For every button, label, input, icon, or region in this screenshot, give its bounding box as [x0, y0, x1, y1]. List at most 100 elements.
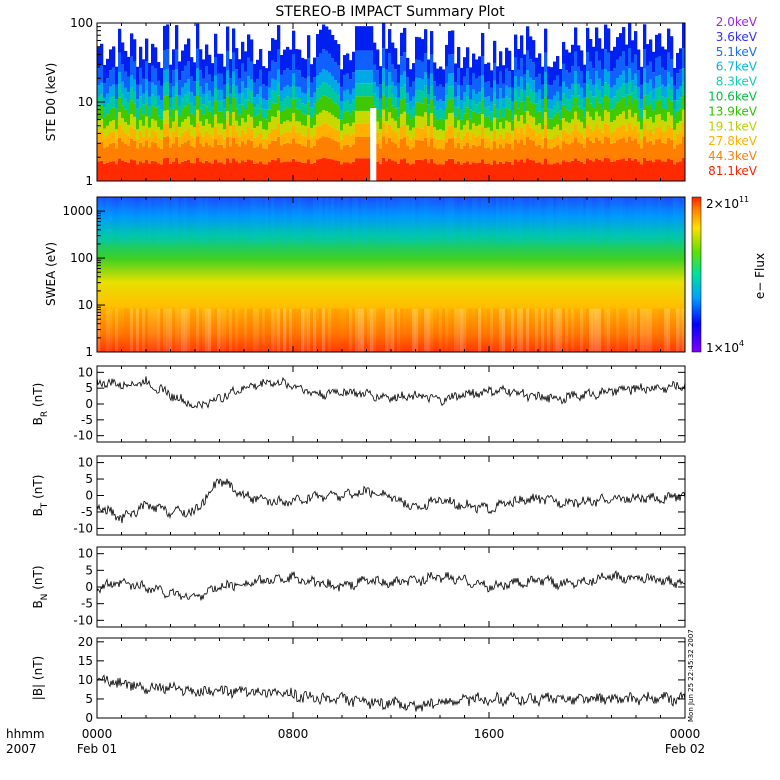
- ste-spectrogram-cell: [325, 83, 329, 97]
- swea-spectrogram-cell: [244, 197, 248, 244]
- ste-spectrogram-cell: [475, 59, 479, 79]
- swea-spectrogram-cell: [187, 308, 191, 352]
- ste-spectrogram-cell: [445, 119, 449, 131]
- ste-spectrogram-cell: [208, 134, 212, 146]
- ste-spectrogram-cell: [409, 69, 413, 87]
- ste-spectrogram-cell: [265, 68, 269, 86]
- ste-spectrogram-cell: [499, 122, 503, 134]
- ste-spectrogram-cell: [142, 136, 146, 147]
- ste-spectrogram-cell: [154, 161, 158, 181]
- swea-spectrogram-cell: [622, 197, 626, 244]
- ste-spectrogram-cell: [580, 50, 584, 72]
- ste-spectrogram-cell: [226, 137, 230, 159]
- ste-spectrogram-cell: [529, 159, 533, 181]
- ste-spectrogram-cell: [133, 103, 137, 117]
- ste-spectrogram-cell: [595, 137, 599, 159]
- ste-spectrogram-cell: [376, 132, 380, 144]
- ste-spectrogram-cell: [460, 139, 464, 149]
- ste-spectrogram-cell: [271, 116, 275, 129]
- ste-spectrogram-cell: [241, 41, 245, 64]
- bn-trace: [96, 570, 686, 601]
- ste-spectrogram-cell: [622, 111, 626, 125]
- ste-spectrogram-cell: [136, 108, 140, 119]
- ste-spectrogram-cell: [361, 110, 365, 124]
- br-tick-label: 0: [85, 397, 93, 411]
- ste-spectrogram-cell: [472, 53, 476, 74]
- ste-spectrogram-cell: [370, 96, 374, 111]
- ste-spectrogram-cell: [517, 143, 521, 162]
- swea-spectrogram-cell: [127, 197, 131, 244]
- ste-spectrogram-cell: [241, 93, 245, 105]
- ste-spectrogram-cell: [487, 163, 491, 181]
- swea-spectrogram-cell: [301, 308, 305, 352]
- ste-spectrogram-cell: [613, 84, 617, 97]
- ste-spectrogram-cell: [592, 120, 596, 132]
- swea-spectrogram-cell: [634, 197, 638, 244]
- ste-spectrogram-cell: [148, 163, 152, 181]
- ste-spectrogram-cell: [304, 125, 308, 137]
- swea-spectrogram-cell: [478, 197, 482, 244]
- ste-spectrogram-cell: [649, 79, 653, 92]
- ste-spectrogram-cell: [511, 149, 515, 165]
- swea-spectrogram-cell: [121, 197, 125, 244]
- ste-spectrogram-cell: [412, 106, 416, 117]
- bn-tick-label: 10: [78, 547, 93, 561]
- bmag-tick-label: 20: [78, 635, 93, 649]
- ste-spectrogram-cell: [433, 137, 437, 148]
- ste-spectrogram-cell: [169, 138, 173, 148]
- ste-spectrogram-cell: [109, 143, 113, 162]
- ste-spectrogram-cell: [421, 103, 425, 117]
- swea-spectrogram-cell: [502, 197, 506, 244]
- ste-spectrogram-cell: [457, 131, 461, 143]
- ste-spectrogram-cell: [508, 87, 512, 99]
- ste-legend: 2.0keV3.6keV5.1keV6.7keV8.3keV10.6keV13.…: [708, 15, 758, 178]
- ste-spectrogram-cell: [673, 148, 677, 165]
- swea-spectrogram-cell: [664, 197, 668, 244]
- ste-spectrogram-cell: [634, 125, 638, 139]
- ste-spectrogram-cell: [295, 132, 299, 144]
- ste-spectrogram-cell: [163, 25, 167, 51]
- ste-spectrogram-cell: [154, 131, 158, 143]
- ste-spectrogram-cell: [268, 144, 272, 162]
- ste-spectrogram-cell: [562, 93, 566, 105]
- ste-spectrogram-cell: [610, 71, 614, 88]
- ste-spectrogram-cell: [460, 129, 464, 140]
- ste-spectrogram-cell: [151, 43, 155, 66]
- swea-spectrogram-cell: [106, 308, 110, 352]
- ste-spectrogram-cell: [202, 136, 206, 147]
- swea-spectrogram-cell: [538, 308, 542, 352]
- ste-spectrogram-cell: [376, 97, 380, 110]
- ste-spectrogram-cell: [367, 110, 371, 124]
- swea-spectrogram-cell: [208, 197, 212, 244]
- ste-spectrogram-cell: [412, 163, 416, 181]
- ste-spectrogram-cell: [208, 162, 212, 181]
- ste-spectrogram-cell: [205, 94, 209, 107]
- ste-spectrogram-cell: [562, 160, 566, 181]
- swea-spectrogram-cell: [499, 197, 503, 244]
- ste-spectrogram-cell: [205, 44, 209, 67]
- swea-spectrogram-cell: [262, 197, 266, 244]
- ste-spectrogram-cell: [271, 60, 275, 79]
- ste-spectrogram-cell: [514, 57, 518, 77]
- ste-spectrogram-cell: [424, 125, 428, 138]
- ste-spectrogram-cell: [655, 88, 659, 101]
- ste-spectrogram-cell: [304, 163, 308, 181]
- swea-spectrogram-cell: [457, 197, 461, 244]
- ste-spectrogram-cell: [274, 128, 278, 141]
- ste-spectrogram-cell: [601, 108, 605, 122]
- ste-spectrogram-cell: [325, 26, 329, 51]
- ste-spectrogram-cell: [343, 145, 347, 163]
- ste-spectrogram-cell: [172, 70, 176, 87]
- ste-spectrogram-cell: [337, 94, 341, 107]
- ste-spectrogram-cell: [256, 163, 260, 181]
- ste-spectrogram-cell: [364, 70, 368, 84]
- ste-spectrogram-cell: [478, 135, 482, 146]
- ste-spectrogram-cell: [490, 130, 494, 141]
- ste-spectrogram-cell: [235, 108, 239, 121]
- ste-spectrogram-cell: [310, 64, 314, 83]
- ste-spectrogram-cell: [133, 128, 137, 141]
- ste-spectrogram-cell: [544, 28, 548, 53]
- ste-spectrogram-cell: [502, 83, 506, 99]
- ste-spectrogram-cell: [193, 81, 197, 97]
- swea-spectrogram-cell: [427, 197, 431, 244]
